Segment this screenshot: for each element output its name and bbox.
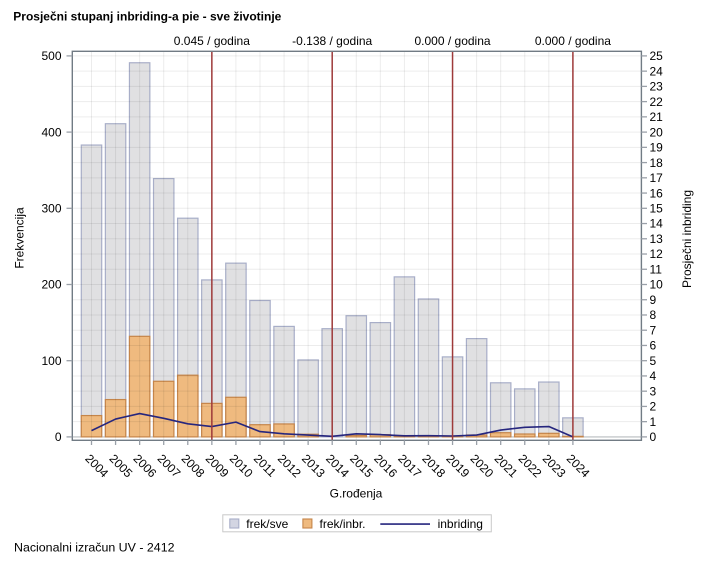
svg-text:25: 25 bbox=[650, 49, 664, 63]
svg-text:16: 16 bbox=[650, 186, 664, 200]
svg-text:21: 21 bbox=[650, 110, 664, 124]
svg-text:100: 100 bbox=[41, 354, 61, 368]
svg-text:frek/inbr.: frek/inbr. bbox=[320, 517, 366, 531]
svg-text:13: 13 bbox=[650, 232, 664, 246]
svg-text:10: 10 bbox=[650, 278, 664, 292]
svg-text:0.000 / godina: 0.000 / godina bbox=[535, 34, 611, 48]
svg-text:G.rođenja: G.rođenja bbox=[330, 487, 383, 501]
svg-text:200: 200 bbox=[41, 278, 61, 292]
svg-text:1: 1 bbox=[650, 415, 657, 429]
svg-text:5: 5 bbox=[650, 354, 657, 368]
svg-text:20: 20 bbox=[650, 125, 664, 139]
svg-text:19: 19 bbox=[650, 141, 664, 155]
svg-text:Prosječni inbriding: Prosječni inbriding bbox=[680, 190, 694, 288]
svg-text:0.000 / godina: 0.000 / godina bbox=[415, 34, 491, 48]
svg-text:frek/sve: frek/sve bbox=[246, 517, 288, 531]
svg-text:8: 8 bbox=[650, 308, 657, 322]
svg-text:2: 2 bbox=[650, 400, 657, 414]
svg-text:Frekvencija: Frekvencija bbox=[13, 207, 27, 269]
svg-text:-0.138 / godina: -0.138 / godina bbox=[292, 34, 372, 48]
svg-text:4: 4 bbox=[650, 369, 657, 383]
svg-text:6: 6 bbox=[650, 339, 657, 353]
svg-text:22: 22 bbox=[650, 95, 664, 109]
svg-text:0.045 / godina: 0.045 / godina bbox=[174, 34, 250, 48]
svg-text:15: 15 bbox=[650, 202, 664, 216]
svg-text:18: 18 bbox=[650, 156, 664, 170]
svg-text:14: 14 bbox=[650, 217, 664, 231]
svg-text:0: 0 bbox=[650, 430, 657, 444]
svg-text:11: 11 bbox=[650, 262, 663, 276]
svg-text:400: 400 bbox=[41, 125, 61, 139]
svg-text:23: 23 bbox=[650, 80, 664, 94]
svg-text:3: 3 bbox=[650, 384, 657, 398]
svg-text:17: 17 bbox=[650, 171, 664, 185]
svg-text:9: 9 bbox=[650, 293, 657, 307]
svg-text:24: 24 bbox=[650, 64, 664, 78]
svg-text:inbriding: inbriding bbox=[438, 517, 483, 531]
svg-text:500: 500 bbox=[41, 49, 61, 63]
svg-text:0: 0 bbox=[55, 430, 62, 444]
svg-text:Prosječni stupanj inbriding-a: Prosječni stupanj inbriding-a pie - sve … bbox=[13, 9, 281, 23]
svg-text:12: 12 bbox=[650, 247, 664, 261]
svg-text:Nacionalni izračun UV - 2412: Nacionalni izračun UV - 2412 bbox=[14, 540, 175, 554]
svg-text:7: 7 bbox=[650, 323, 657, 337]
svg-text:300: 300 bbox=[41, 202, 61, 216]
